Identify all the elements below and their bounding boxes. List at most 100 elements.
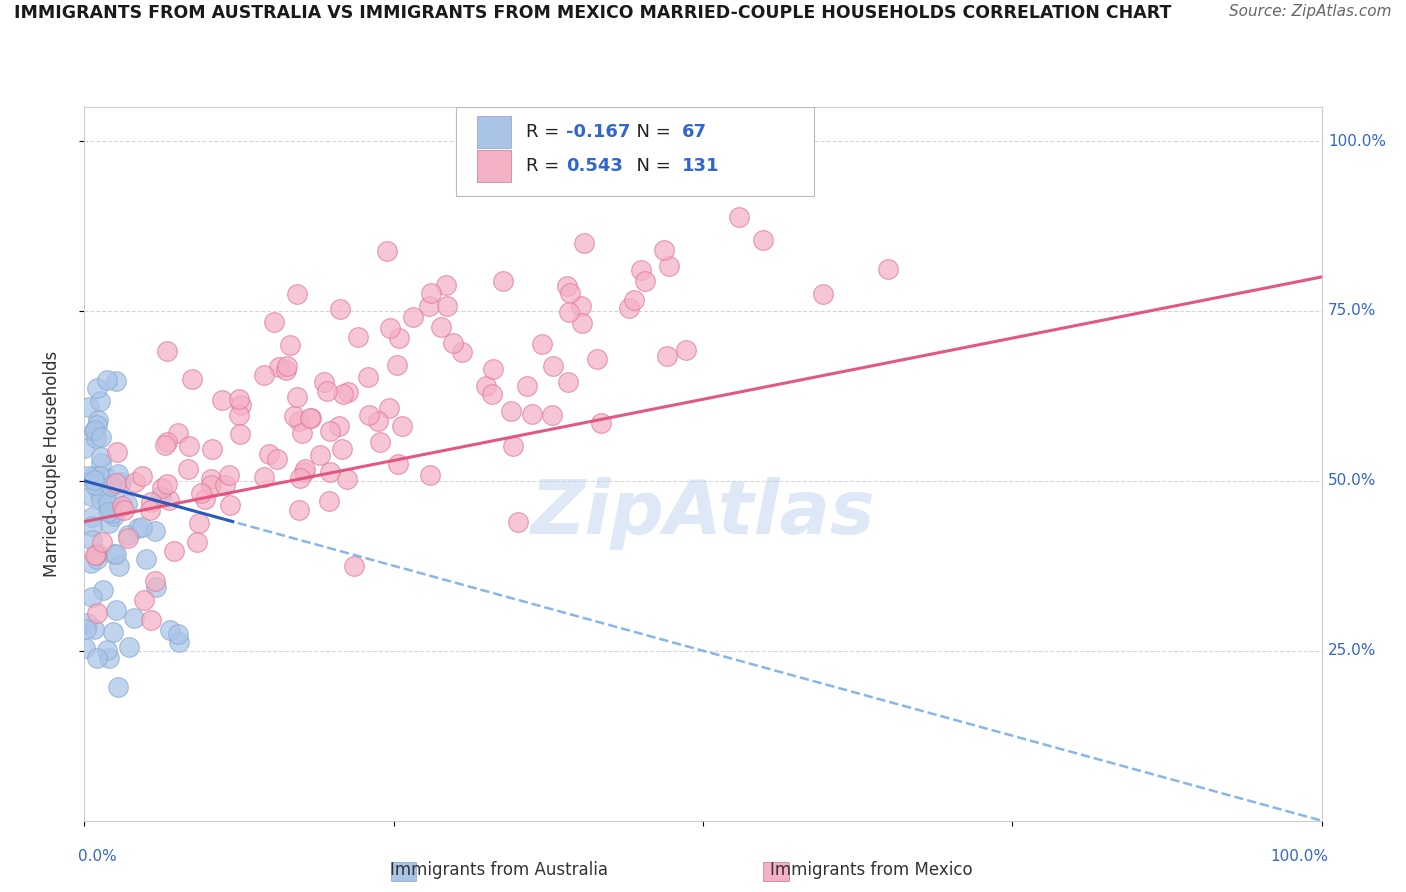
Point bbox=[96, 373, 118, 387]
Point bbox=[104, 475, 127, 490]
Point bbox=[572, 235, 595, 250]
Point bbox=[188, 516, 211, 530]
Point bbox=[159, 624, 181, 638]
Point bbox=[229, 398, 252, 412]
Text: N =: N = bbox=[626, 157, 676, 175]
Point bbox=[90, 534, 112, 549]
Point bbox=[108, 558, 131, 573]
Point bbox=[481, 387, 503, 401]
Point bbox=[80, 533, 103, 548]
Point bbox=[283, 409, 305, 423]
Point bbox=[105, 374, 128, 388]
Point bbox=[163, 544, 186, 558]
Point bbox=[143, 574, 166, 589]
Point bbox=[107, 467, 129, 482]
Point bbox=[124, 475, 146, 490]
Point bbox=[308, 448, 330, 462]
Point bbox=[132, 593, 155, 607]
Point bbox=[499, 404, 522, 418]
Text: R =: R = bbox=[526, 157, 565, 175]
Text: ZipAtlas: ZipAtlas bbox=[530, 477, 876, 550]
Point bbox=[186, 534, 208, 549]
Point bbox=[91, 583, 114, 598]
Text: 100.0%: 100.0% bbox=[1327, 134, 1386, 149]
Point bbox=[96, 642, 118, 657]
Point bbox=[332, 442, 354, 456]
Point bbox=[657, 259, 679, 273]
Point bbox=[531, 337, 554, 351]
Point bbox=[86, 381, 108, 395]
Point bbox=[506, 515, 529, 529]
Point bbox=[104, 547, 127, 561]
Point bbox=[84, 432, 107, 446]
Point bbox=[180, 371, 202, 385]
Point bbox=[75, 640, 97, 655]
Point bbox=[318, 425, 340, 439]
Point bbox=[76, 469, 98, 483]
Point bbox=[502, 439, 524, 453]
Point bbox=[418, 299, 440, 313]
Text: Immigrants from Australia: Immigrants from Australia bbox=[389, 861, 609, 879]
Point bbox=[329, 302, 352, 317]
Point bbox=[336, 472, 359, 486]
Point bbox=[752, 233, 775, 247]
Text: R =: R = bbox=[526, 123, 565, 141]
Point bbox=[558, 285, 581, 300]
Point bbox=[80, 490, 103, 504]
Point bbox=[253, 368, 276, 382]
FancyBboxPatch shape bbox=[477, 150, 512, 182]
Point bbox=[557, 376, 579, 390]
Text: 0.0%: 0.0% bbox=[79, 849, 117, 864]
Point bbox=[104, 602, 127, 616]
Point bbox=[83, 423, 105, 437]
Point bbox=[571, 316, 593, 330]
Point bbox=[97, 496, 120, 510]
Point bbox=[89, 484, 111, 499]
Point bbox=[586, 352, 609, 367]
Point bbox=[169, 635, 191, 649]
Point bbox=[328, 418, 350, 433]
Point bbox=[176, 462, 198, 476]
Point bbox=[103, 547, 125, 561]
Point bbox=[288, 414, 311, 428]
Point bbox=[127, 521, 149, 535]
Point bbox=[343, 559, 366, 574]
Point bbox=[89, 394, 111, 409]
Point bbox=[287, 503, 309, 517]
Point bbox=[200, 477, 222, 491]
Point bbox=[218, 468, 240, 483]
Point bbox=[101, 624, 124, 639]
Point bbox=[253, 469, 276, 483]
Text: Source: ZipAtlas.com: Source: ZipAtlas.com bbox=[1229, 4, 1392, 20]
Text: 100.0%: 100.0% bbox=[1270, 849, 1327, 864]
Point bbox=[83, 469, 105, 483]
Point bbox=[86, 417, 108, 432]
Point bbox=[276, 359, 298, 373]
Text: 50.0%: 50.0% bbox=[1327, 474, 1376, 488]
Point bbox=[419, 285, 441, 300]
Point bbox=[269, 360, 291, 375]
Point bbox=[90, 456, 112, 470]
Point bbox=[115, 497, 138, 511]
Point bbox=[285, 390, 308, 404]
Point bbox=[103, 508, 125, 523]
Point bbox=[257, 447, 280, 461]
Point bbox=[727, 211, 749, 225]
Text: 25.0%: 25.0% bbox=[1327, 643, 1376, 658]
Point bbox=[77, 400, 100, 414]
Text: Immigrants from Mexico: Immigrants from Mexico bbox=[770, 861, 973, 879]
Point bbox=[84, 548, 107, 562]
Point bbox=[97, 498, 120, 512]
Point bbox=[263, 315, 285, 329]
Point bbox=[86, 651, 108, 665]
Point bbox=[150, 481, 173, 495]
Point bbox=[619, 301, 641, 315]
Point bbox=[139, 614, 162, 628]
Point bbox=[492, 274, 515, 288]
Point bbox=[166, 626, 188, 640]
Point bbox=[274, 362, 297, 376]
Point bbox=[357, 370, 380, 384]
Point bbox=[228, 409, 250, 423]
Point bbox=[87, 413, 110, 427]
Point bbox=[675, 343, 697, 358]
